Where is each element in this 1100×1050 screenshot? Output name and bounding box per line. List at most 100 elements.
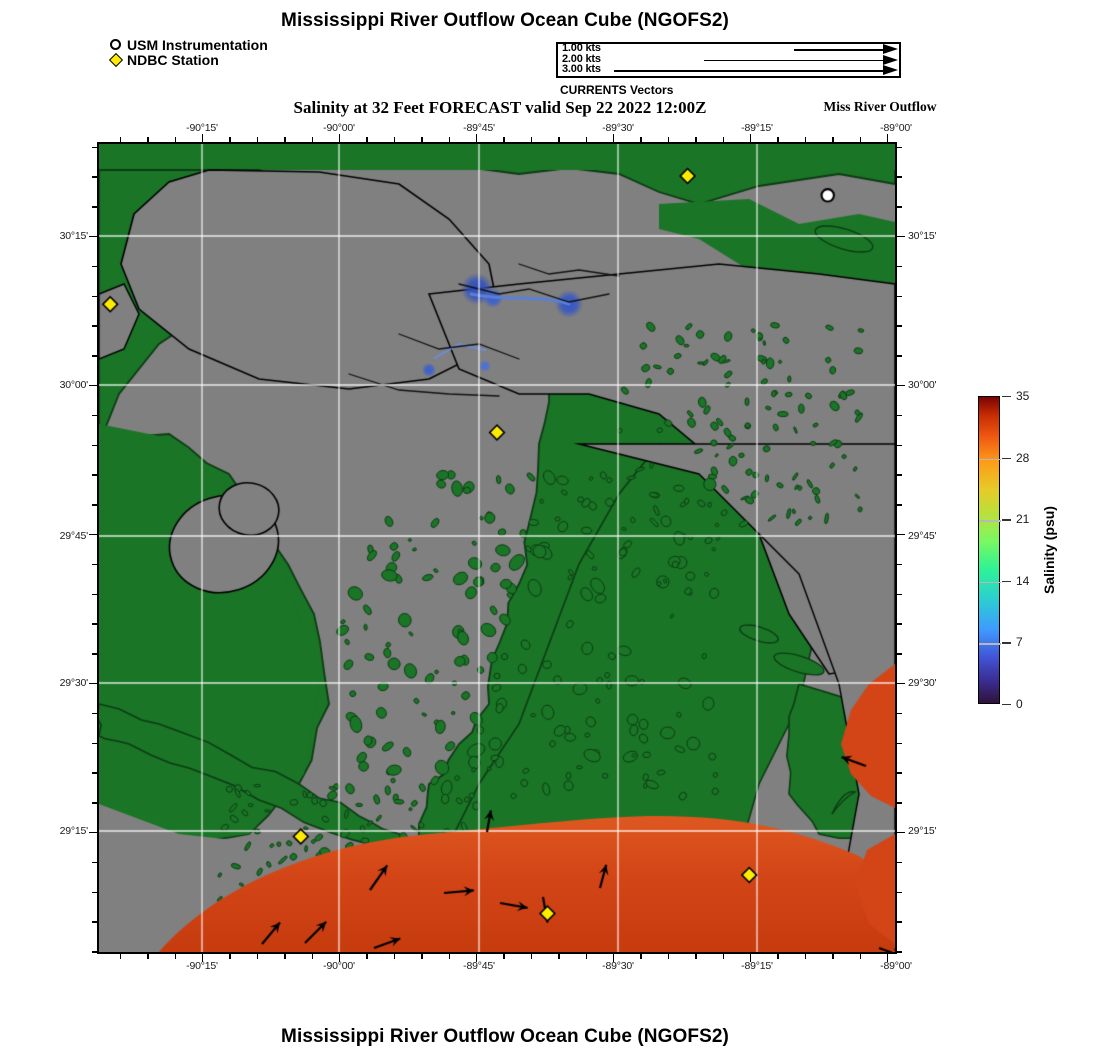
lat-tick-mark (92, 474, 97, 476)
lon-tick-mark (695, 954, 697, 959)
circle-marker-icon (108, 38, 127, 53)
lat-tick-mark (897, 206, 902, 208)
lon-tick-mark (421, 954, 423, 959)
lon-tick-mark (832, 954, 834, 959)
colorbar (978, 396, 1001, 704)
current-vector-legend: 1.00 kts 2.00 kts 3.00 kts (556, 42, 901, 78)
lon-tick-label-top: -89°45' (463, 122, 495, 134)
lat-tick-mark (92, 176, 97, 178)
panel-label: Miss River Outflow (823, 99, 937, 114)
lat-tick-label-right: 29°30' (908, 677, 937, 689)
lon-tick-mark (202, 134, 204, 142)
lon-tick-mark (804, 137, 807, 142)
colorbar-tick (1002, 580, 1011, 583)
lat-tick-label-left: 30°15' (59, 230, 89, 242)
lat-tick-mark (92, 265, 97, 268)
colorbar-tick-label: 14 (1016, 573, 1030, 588)
lon-tick-label-bottom: -89°45' (463, 960, 495, 972)
lon-tick-mark (558, 954, 560, 959)
lon-tick-mark (722, 954, 724, 959)
lon-tick-mark (174, 137, 176, 142)
lon-tick-mark (695, 137, 697, 142)
legend-item-ndbc: NDBC Station (108, 53, 268, 68)
lon-tick-mark (530, 954, 533, 959)
lat-tick-mark (897, 832, 905, 834)
lat-tick-mark (92, 504, 97, 506)
lat-tick-mark (89, 534, 97, 536)
colorbar-tick (1002, 457, 1011, 459)
lon-tick-mark (750, 954, 752, 962)
vector-legend-label-1: 1.00 kts (562, 42, 601, 54)
lon-tick-mark (859, 954, 861, 959)
lon-tick-mark (887, 134, 889, 142)
lat-tick-mark (92, 146, 97, 148)
map-plot-area[interactable] (97, 142, 897, 954)
colorbar-tick (1002, 396, 1011, 398)
colorbar-title: Salinity (psu) (1041, 506, 1057, 594)
lat-tick-mark (897, 176, 902, 178)
lat-tick-mark (897, 921, 902, 923)
lon-tick-mark (339, 954, 341, 962)
lon-tick-mark (530, 137, 533, 142)
lat-tick-label-right: 30°15' (908, 230, 937, 242)
lon-tick-mark (585, 137, 587, 142)
vector-shaft (794, 49, 884, 51)
lat-tick-mark (897, 385, 905, 387)
lat-tick-mark (92, 951, 97, 953)
lon-tick-mark (393, 137, 396, 142)
lat-tick-mark (92, 802, 97, 804)
lon-tick-mark (421, 137, 423, 142)
colorbar-tick-label: 7 (1016, 635, 1023, 650)
lat-tick-mark (92, 295, 97, 297)
lat-tick-mark (897, 236, 905, 238)
lat-tick-mark (897, 861, 902, 864)
lon-tick-mark (256, 954, 259, 959)
lon-tick-label-top: -89°15' (741, 122, 773, 134)
lon-tick-mark (284, 137, 286, 142)
lon-tick-mark (667, 954, 670, 959)
lat-tick-mark (897, 951, 902, 953)
lon-tick-mark (640, 137, 642, 142)
lon-tick-label-top: -90°00' (323, 122, 355, 134)
chart-subtitle: Salinity at 32 Feet FORECAST valid Sep 2… (293, 98, 707, 117)
salinity-map-canvas[interactable] (99, 144, 895, 952)
lon-tick-mark (448, 137, 450, 142)
lon-tick-mark (750, 134, 752, 142)
lat-tick-mark (897, 414, 902, 417)
lat-tick-mark (897, 742, 902, 744)
vector-shaft (704, 59, 884, 62)
lat-tick-mark (92, 623, 97, 625)
lon-tick-mark (476, 134, 478, 142)
lat-tick-mark (897, 623, 902, 625)
lat-tick-mark (897, 891, 902, 893)
lon-tick-mark (832, 137, 834, 142)
lon-tick-label-bottom: -89°15' (741, 960, 773, 972)
lon-tick-mark (174, 954, 176, 959)
lat-tick-mark (897, 772, 902, 774)
lon-tick-mark (229, 954, 231, 959)
lat-tick-label-left: 29°45' (59, 530, 89, 542)
lat-tick-mark (92, 772, 97, 774)
lon-tick-label-bottom: -89°30' (602, 960, 634, 972)
lon-tick-mark (366, 954, 368, 959)
colorbar-tick-label: 28 (1016, 450, 1030, 465)
lat-tick-mark (89, 683, 97, 685)
lon-tick-mark (613, 954, 615, 962)
station-legend: USM Instrumentation NDBC Station (108, 38, 268, 68)
lat-tick-mark (92, 355, 97, 357)
lat-tick-mark (897, 265, 902, 268)
lat-tick-mark (897, 325, 902, 327)
lon-tick-mark (366, 137, 368, 142)
vector-legend-caption: CURRENTS Vectors (560, 83, 674, 97)
lon-tick-mark (585, 954, 587, 959)
lat-tick-mark (92, 414, 97, 417)
lon-tick-mark (887, 954, 889, 962)
colorbar-tick (1002, 704, 1011, 706)
lon-tick-label-top: -89°30' (602, 122, 634, 134)
lon-tick-mark (448, 954, 450, 959)
lat-tick-mark (89, 385, 97, 387)
colorbar-tick-label: 0 (1016, 697, 1023, 711)
lon-tick-mark (476, 954, 478, 962)
lon-tick-mark (339, 134, 341, 142)
lat-tick-mark (897, 593, 902, 595)
